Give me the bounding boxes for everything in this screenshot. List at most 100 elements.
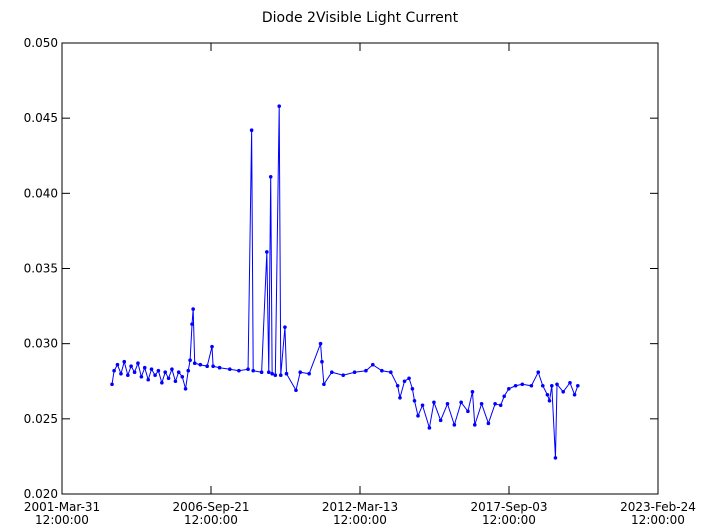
data-point — [568, 380, 572, 385]
y-tick-label: 0.035 — [24, 262, 58, 276]
data-point — [459, 400, 463, 405]
y-tick-label: 0.045 — [24, 111, 58, 125]
x-tick-label: 12:00:00 — [631, 513, 685, 527]
data-point — [572, 392, 577, 397]
data-point — [163, 370, 168, 375]
data-point — [122, 359, 127, 364]
y-tick-label: 0.030 — [24, 337, 58, 351]
data-point — [237, 368, 241, 373]
data-point — [170, 367, 174, 372]
data-point — [479, 402, 484, 406]
x-tick-label: 2012-Mar-13 — [322, 500, 398, 514]
data-point — [389, 370, 393, 375]
data-point — [136, 361, 140, 366]
chart-title: Diode 2Visible Light Current — [262, 10, 459, 26]
data-line — [111, 106, 579, 458]
data-point — [466, 409, 470, 414]
data-point — [153, 373, 157, 378]
data-point — [395, 383, 400, 388]
data-point — [550, 383, 554, 388]
data-point — [278, 373, 283, 378]
data-point — [205, 364, 209, 369]
data-point — [420, 403, 425, 408]
data-point — [129, 364, 133, 369]
data-point — [502, 394, 506, 399]
data-point — [407, 376, 411, 381]
data-point — [470, 389, 475, 394]
data-point — [513, 383, 518, 388]
data-point — [277, 104, 282, 108]
data-point — [119, 371, 123, 376]
data-point — [380, 368, 384, 373]
data-point — [112, 368, 116, 373]
data-point — [294, 388, 298, 393]
data-point — [251, 368, 256, 373]
data-point — [529, 383, 534, 388]
x-tick-label: 2017-Sep-03 — [470, 500, 547, 514]
data-point — [156, 368, 161, 373]
data-point — [142, 365, 147, 370]
data-point — [412, 398, 417, 403]
data-point — [186, 368, 191, 373]
data-point — [160, 380, 164, 385]
x-tick-label: 2006-Sep-21 — [172, 500, 249, 514]
data-point — [370, 362, 375, 367]
data-point — [298, 370, 303, 375]
data-point — [398, 395, 402, 400]
data-point — [540, 383, 545, 388]
data-point — [352, 370, 357, 375]
data-point — [427, 426, 432, 430]
data-point — [307, 371, 311, 376]
data-point — [486, 421, 491, 426]
data-point — [198, 362, 203, 367]
data-point — [139, 374, 144, 379]
data-point — [266, 370, 271, 375]
y-tick-label: 0.025 — [24, 412, 58, 426]
data-point — [402, 379, 407, 384]
x-tick-label: 12:00:00 — [333, 513, 387, 527]
data-point — [228, 367, 232, 372]
data-point — [183, 386, 188, 391]
data-point — [545, 392, 550, 397]
data-point — [273, 373, 278, 378]
x-tick-label: 2023-Feb-24 — [620, 500, 696, 514]
data-point — [173, 379, 178, 384]
data-point — [132, 370, 137, 375]
data-point — [176, 370, 181, 375]
data-point — [576, 383, 580, 388]
y-tick-label: 0.050 — [24, 36, 58, 50]
data-point — [110, 382, 114, 387]
data-point — [498, 403, 503, 408]
data-point — [410, 386, 415, 391]
data-point — [416, 414, 420, 418]
data-point — [190, 322, 194, 326]
data-point — [115, 362, 120, 367]
data-point — [445, 402, 450, 406]
x-tick-label: 12:00:00 — [184, 513, 238, 527]
data-point — [555, 382, 559, 387]
data-point — [265, 250, 269, 254]
data-point — [259, 370, 264, 375]
data-point — [249, 128, 254, 132]
data-point — [364, 368, 368, 373]
data-point — [507, 386, 511, 391]
data-point — [320, 359, 324, 364]
x-tick-label: 12:00:00 — [35, 513, 89, 527]
data-point — [520, 382, 525, 387]
data-point — [284, 371, 289, 376]
plot-frame — [61, 42, 659, 495]
x-tick-label: 2001-Mar-31 — [24, 500, 100, 514]
data-point — [126, 373, 130, 378]
x-tick-label: 12:00:00 — [482, 513, 536, 527]
data-point — [191, 307, 195, 311]
data-point — [146, 377, 151, 382]
data-point — [536, 370, 541, 375]
data-point — [493, 402, 497, 406]
data-point — [452, 423, 457, 427]
data-point — [472, 423, 477, 427]
data-point — [438, 418, 443, 423]
data-point — [211, 364, 215, 369]
data-point — [432, 400, 436, 405]
data-point — [330, 370, 334, 375]
